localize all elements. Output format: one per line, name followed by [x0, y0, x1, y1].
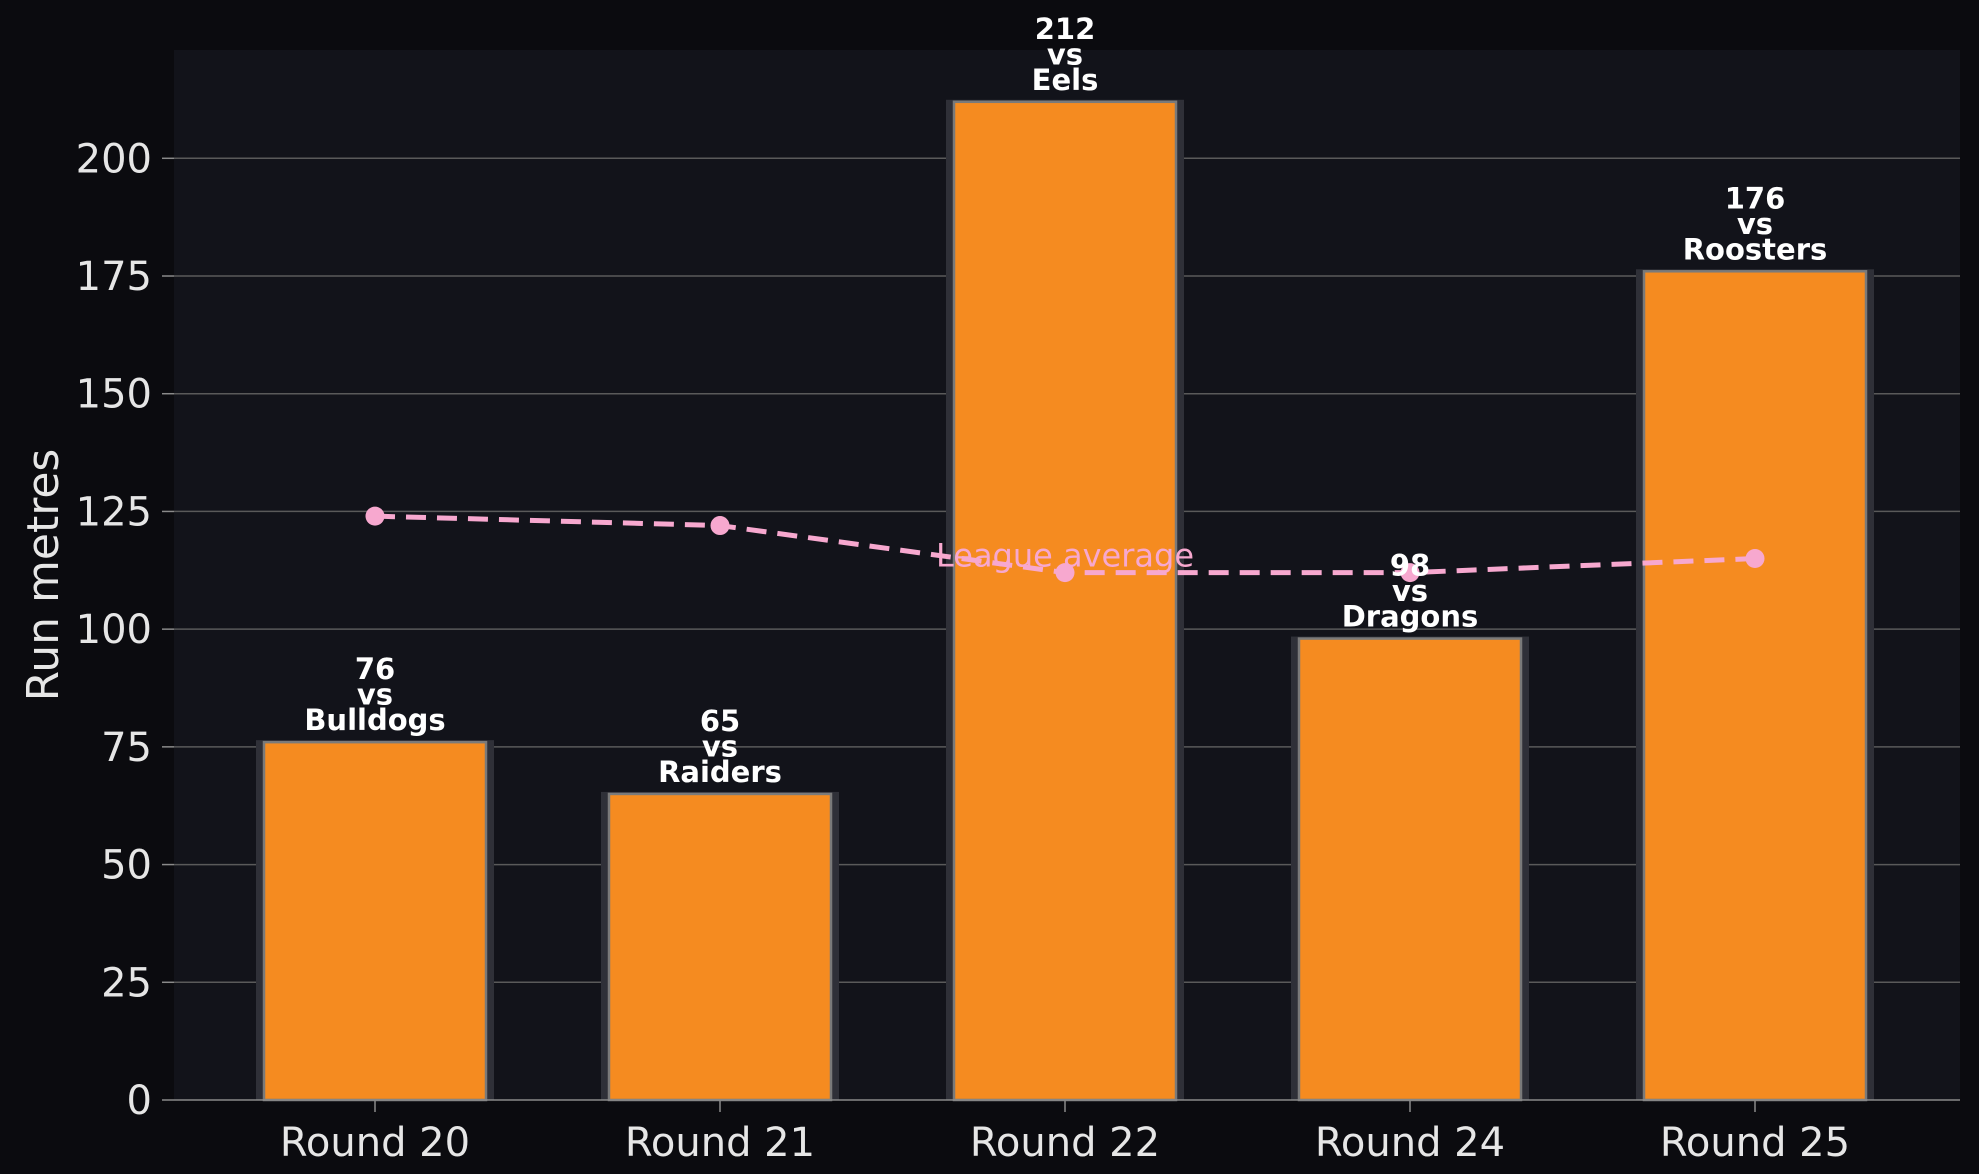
- bar: [952, 100, 1178, 1102]
- bar-value-label: 176: [1725, 181, 1786, 215]
- y-tick-label: 75: [101, 725, 152, 771]
- x-tick-label: Round 20: [280, 1120, 470, 1166]
- average-point: [1745, 549, 1765, 569]
- y-tick-label: 150: [76, 372, 152, 418]
- average-line-label: League average: [936, 537, 1194, 575]
- x-axis-ticks: Round 20 Round 21 Round 22 Round 24 Round 25: [280, 1100, 1850, 1166]
- bar: [1642, 270, 1868, 1102]
- bar-value-label: vs: [1047, 37, 1083, 71]
- x-tick-label: Round 21: [625, 1120, 815, 1166]
- bar-value-label: 76: [355, 652, 395, 686]
- bar-value-label: vs: [1392, 574, 1428, 608]
- average-point: [365, 506, 385, 526]
- bar: [607, 792, 833, 1102]
- bar: [262, 740, 488, 1102]
- league-average-line: League average: [365, 506, 1765, 583]
- bar-value-label: Roosters: [1683, 232, 1828, 266]
- bar-value-label: vs: [1737, 207, 1773, 241]
- x-tick-label: Round 24: [1315, 1120, 1505, 1166]
- bar-value-label: 98: [1390, 549, 1430, 583]
- bar-value-label: Dragons: [1342, 600, 1479, 634]
- y-axis-title: Run metres: [18, 449, 69, 702]
- bar-value-label: vs: [702, 729, 738, 763]
- y-tick-label: 125: [76, 489, 152, 535]
- bar-value-label: 65: [700, 704, 740, 738]
- average-point: [1055, 563, 1075, 583]
- y-tick-label: 100: [76, 607, 152, 653]
- bar: [1297, 637, 1523, 1102]
- y-tick-label: 50: [101, 843, 152, 889]
- y-tick-label: 200: [76, 136, 152, 182]
- y-tick-label: 25: [101, 960, 152, 1006]
- bar-value-label: vs: [357, 678, 393, 712]
- average-point: [1400, 563, 1420, 583]
- bar-value-label: Bulldogs: [304, 703, 445, 737]
- bar-value-label: 212: [1035, 12, 1096, 46]
- y-tick-label: 0: [127, 1078, 152, 1124]
- y-axis-ticks: 0 25 50 75 100 125 150 175 200: [76, 136, 174, 1124]
- bar-value-label: Eels: [1032, 63, 1099, 97]
- y-tick-label: 175: [76, 254, 152, 300]
- average-point: [710, 516, 730, 536]
- bars: [256, 99, 1874, 1102]
- x-tick-label: Round 25: [1660, 1120, 1850, 1166]
- bar-value-label: Raiders: [658, 755, 782, 789]
- x-tick-label: Round 22: [970, 1120, 1160, 1166]
